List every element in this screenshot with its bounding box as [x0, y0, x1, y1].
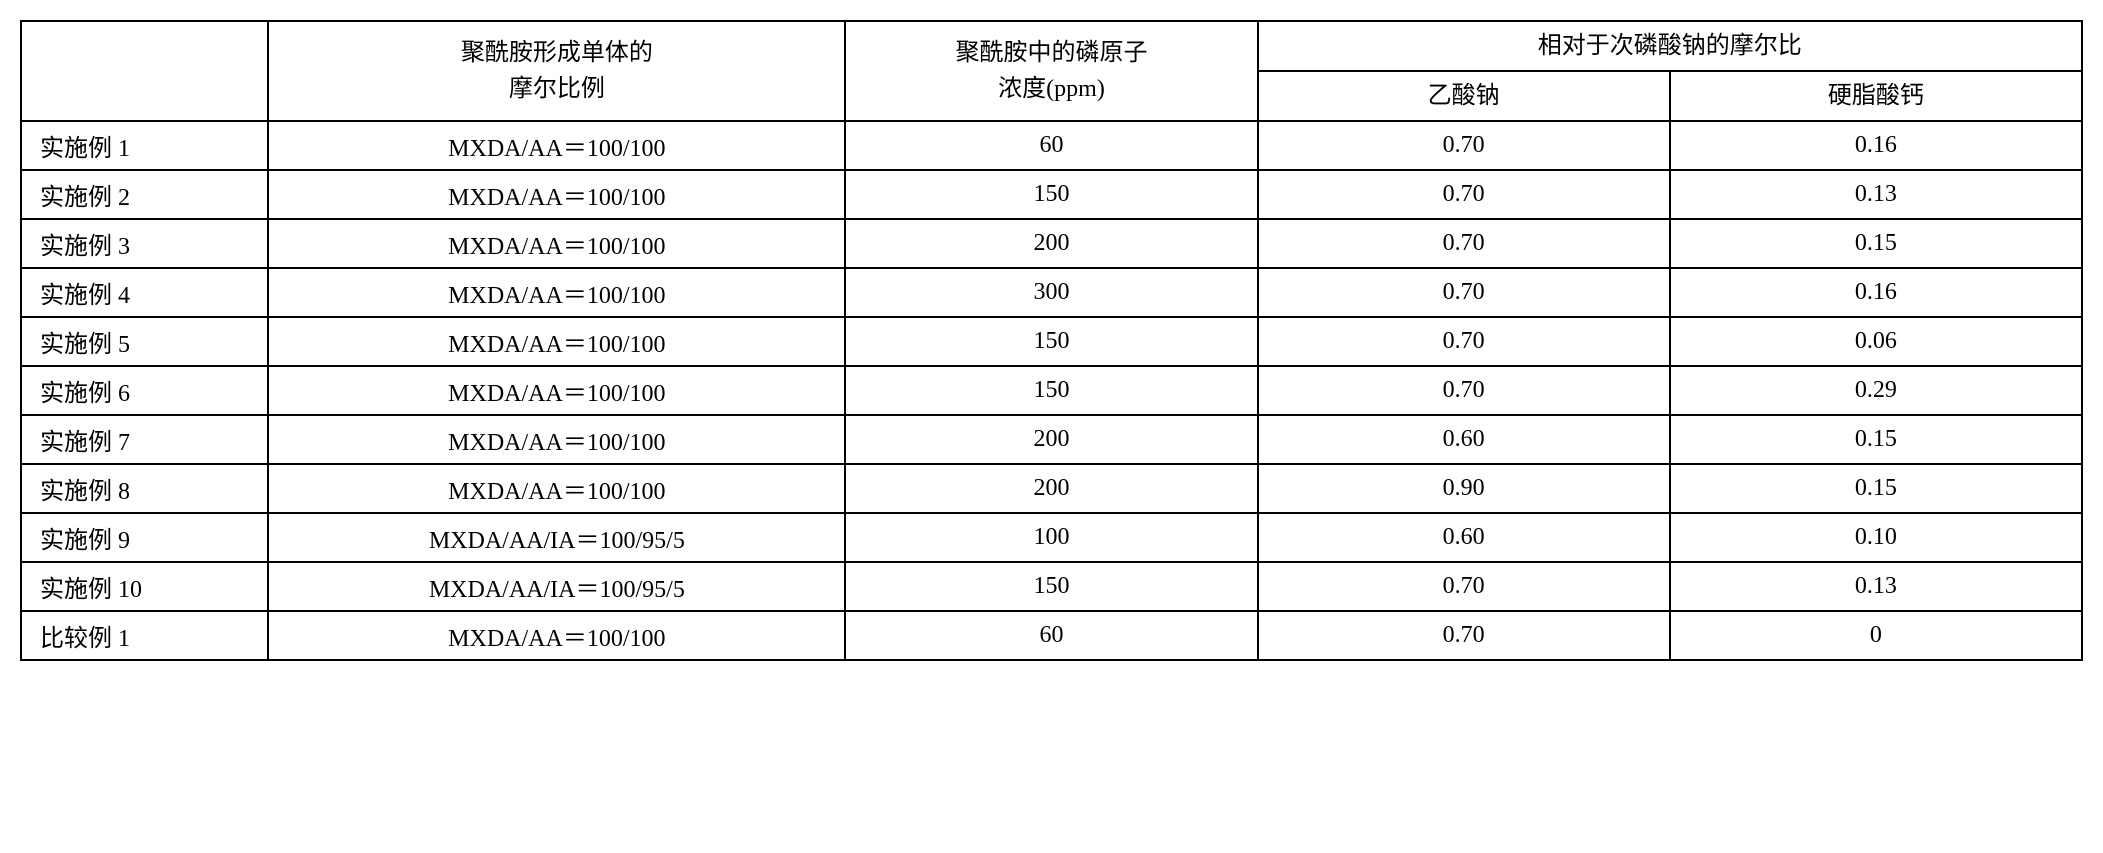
table-row: 比较例 1MXDA/AA＝100/100600.700 [21, 611, 2082, 660]
cell-monomer: MXDA/AA＝100/100 [268, 464, 845, 513]
table-row: 实施例 9MXDA/AA/IA＝100/95/51000.600.10 [21, 513, 2082, 562]
cell-calcium-stearate: 0.16 [1670, 268, 2082, 317]
row-label: 实施例 9 [21, 513, 268, 562]
header-molar-ratio-group: 相对于次磷酸钠的摩尔比 [1258, 21, 2082, 71]
table-row: 实施例 1MXDA/AA＝100/100600.700.16 [21, 121, 2082, 170]
row-label: 实施例 5 [21, 317, 268, 366]
cell-calcium-stearate: 0.15 [1670, 464, 2082, 513]
cell-monomer: MXDA/AA/IA＝100/95/5 [268, 562, 845, 611]
header-phosphorus: 聚酰胺中的磷原子 浓度(ppm) [845, 21, 1257, 121]
cell-sodium-acetate: 0.70 [1258, 268, 1670, 317]
row-label: 实施例 10 [21, 562, 268, 611]
row-label: 实施例 2 [21, 170, 268, 219]
header-sodium-acetate: 乙酸钠 [1258, 71, 1670, 121]
cell-calcium-stearate: 0.16 [1670, 121, 2082, 170]
cell-phosphorus: 100 [845, 513, 1257, 562]
cell-monomer: MXDA/AA/IA＝100/95/5 [268, 513, 845, 562]
cell-phosphorus: 60 [845, 121, 1257, 170]
cell-sodium-acetate: 0.70 [1258, 562, 1670, 611]
row-label: 实施例 4 [21, 268, 268, 317]
row-label: 实施例 1 [21, 121, 268, 170]
table-row: 实施例 10MXDA/AA/IA＝100/95/51500.700.13 [21, 562, 2082, 611]
cell-phosphorus: 150 [845, 366, 1257, 415]
row-label: 实施例 7 [21, 415, 268, 464]
cell-phosphorus: 200 [845, 415, 1257, 464]
cell-sodium-acetate: 0.60 [1258, 513, 1670, 562]
row-label: 实施例 8 [21, 464, 268, 513]
header-phosphorus-line2: 浓度(ppm) [998, 76, 1105, 102]
cell-calcium-stearate: 0.15 [1670, 219, 2082, 268]
cell-sodium-acetate: 0.70 [1258, 317, 1670, 366]
table-body: 实施例 1MXDA/AA＝100/100600.700.16实施例 2MXDA/… [21, 121, 2082, 660]
cell-sodium-acetate: 0.70 [1258, 611, 1670, 660]
row-label: 实施例 3 [21, 219, 268, 268]
table-row: 实施例 8MXDA/AA＝100/1002000.900.15 [21, 464, 2082, 513]
cell-calcium-stearate: 0.13 [1670, 170, 2082, 219]
cell-phosphorus: 150 [845, 170, 1257, 219]
cell-monomer: MXDA/AA＝100/100 [268, 170, 845, 219]
cell-monomer: MXDA/AA＝100/100 [268, 121, 845, 170]
cell-calcium-stearate: 0.10 [1670, 513, 2082, 562]
table-row: 实施例 7MXDA/AA＝100/1002000.600.15 [21, 415, 2082, 464]
table-row: 实施例 6MXDA/AA＝100/1001500.700.29 [21, 366, 2082, 415]
row-label: 比较例 1 [21, 611, 268, 660]
cell-monomer: MXDA/AA＝100/100 [268, 611, 845, 660]
header-blank [21, 21, 268, 121]
cell-sodium-acetate: 0.90 [1258, 464, 1670, 513]
data-table: 聚酰胺形成单体的 摩尔比例 聚酰胺中的磷原子 浓度(ppm) 相对于次磷酸钠的摩… [20, 20, 2083, 661]
table-row: 实施例 2MXDA/AA＝100/1001500.700.13 [21, 170, 2082, 219]
data-table-container: 聚酰胺形成单体的 摩尔比例 聚酰胺中的磷原子 浓度(ppm) 相对于次磷酸钠的摩… [20, 20, 2083, 661]
cell-monomer: MXDA/AA＝100/100 [268, 268, 845, 317]
cell-sodium-acetate: 0.70 [1258, 170, 1670, 219]
cell-monomer: MXDA/AA＝100/100 [268, 366, 845, 415]
cell-calcium-stearate: 0 [1670, 611, 2082, 660]
header-calcium-stearate: 硬脂酸钙 [1670, 71, 2082, 121]
header-monomer-line1: 聚酰胺形成单体的 [461, 40, 653, 66]
table-row: 实施例 3MXDA/AA＝100/1002000.700.15 [21, 219, 2082, 268]
cell-phosphorus: 200 [845, 464, 1257, 513]
row-label: 实施例 6 [21, 366, 268, 415]
cell-calcium-stearate: 0.15 [1670, 415, 2082, 464]
cell-monomer: MXDA/AA＝100/100 [268, 415, 845, 464]
cell-phosphorus: 60 [845, 611, 1257, 660]
cell-monomer: MXDA/AA＝100/100 [268, 219, 845, 268]
cell-sodium-acetate: 0.70 [1258, 219, 1670, 268]
cell-sodium-acetate: 0.70 [1258, 366, 1670, 415]
table-row: 实施例 4MXDA/AA＝100/1003000.700.16 [21, 268, 2082, 317]
header-monomer-ratio: 聚酰胺形成单体的 摩尔比例 [268, 21, 845, 121]
cell-phosphorus: 150 [845, 562, 1257, 611]
cell-calcium-stearate: 0.29 [1670, 366, 2082, 415]
header-monomer-line2: 摩尔比例 [509, 76, 605, 102]
cell-calcium-stearate: 0.13 [1670, 562, 2082, 611]
cell-phosphorus: 300 [845, 268, 1257, 317]
cell-calcium-stearate: 0.06 [1670, 317, 2082, 366]
cell-phosphorus: 200 [845, 219, 1257, 268]
table-row: 实施例 5MXDA/AA＝100/1001500.700.06 [21, 317, 2082, 366]
cell-phosphorus: 150 [845, 317, 1257, 366]
cell-sodium-acetate: 0.70 [1258, 121, 1670, 170]
table-header: 聚酰胺形成单体的 摩尔比例 聚酰胺中的磷原子 浓度(ppm) 相对于次磷酸钠的摩… [21, 21, 2082, 121]
cell-sodium-acetate: 0.60 [1258, 415, 1670, 464]
header-phosphorus-line1: 聚酰胺中的磷原子 [955, 40, 1147, 66]
cell-monomer: MXDA/AA＝100/100 [268, 317, 845, 366]
